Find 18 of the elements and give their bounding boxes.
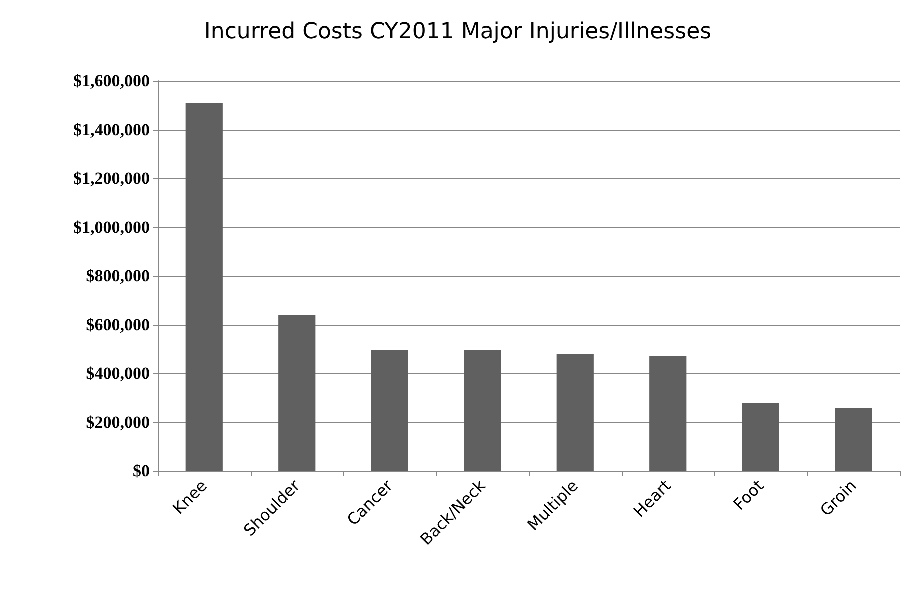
chart-title: Incurred Costs CY2011 Major Injuries/Illnesses [204, 20, 712, 44]
bar [835, 408, 872, 471]
y-tick-label: $1,200,000 [74, 169, 150, 188]
y-tick-label: $1,400,000 [74, 120, 150, 140]
bar [650, 356, 687, 471]
y-tick-label: $1,000,000 [74, 218, 150, 237]
bar [278, 315, 316, 471]
bar [742, 403, 780, 471]
y-tick-label: $800,000 [86, 266, 150, 286]
y-tick-label: $600,000 [86, 315, 150, 334]
y-tick-label: $400,000 [86, 364, 150, 383]
y-tick-label: $0 [133, 462, 150, 480]
bar [186, 102, 223, 471]
bar [464, 350, 502, 471]
y-tick-label: $1,600,000 [74, 72, 150, 90]
bar [371, 350, 408, 471]
bar [556, 354, 594, 471]
y-tick-label: $200,000 [86, 412, 150, 432]
